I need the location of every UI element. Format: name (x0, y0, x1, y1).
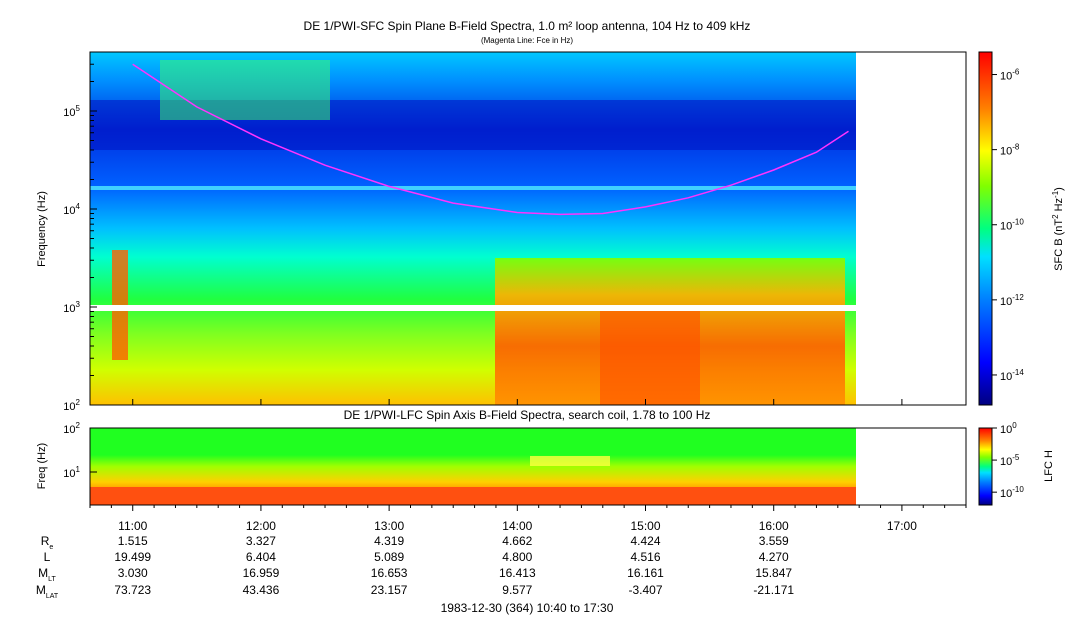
fce-line (132, 63, 849, 216)
lfc-bright-patch (530, 456, 610, 466)
ephemeris-value: 4.516 (630, 550, 660, 564)
sfc-spectrogram (90, 52, 966, 405)
lfc-title: DE 1/PWI-LFC Spin Axis B-Field Spectra, … (344, 408, 711, 422)
x-tick-label: 13:00 (374, 519, 404, 533)
ephemeris-value: 3.559 (759, 534, 789, 548)
sfc-hiss-region (160, 60, 330, 120)
sfc-no-data (856, 52, 966, 405)
lfc-no-data (856, 428, 966, 505)
x-tick-label: 15:00 (630, 519, 660, 533)
x-tick-label: 17:00 (887, 519, 917, 533)
ephemeris-row-label: MLT (38, 566, 56, 583)
lfc-y-tick-label: 101 (63, 465, 80, 480)
ephemeris-row-label: Re (41, 534, 54, 551)
ephemeris-value: 4.800 (502, 550, 532, 564)
lfc-colorbar-ticks: 100 10-5 10-10 (992, 421, 1024, 500)
sfc-subtitle: (Magenta Line: Fce in Hz) (481, 36, 573, 45)
lfc-y-axis: 101 102 (63, 421, 97, 480)
sfc-y-label: Frequency (Hz) (36, 191, 48, 267)
ephemeris-value: 16.161 (627, 566, 664, 580)
ephemeris-value: 23.157 (371, 583, 408, 597)
x-tick-label: 14:00 (502, 519, 532, 533)
sfc-y-tick-label: 103 (63, 300, 80, 315)
sfc-data-gap (90, 305, 856, 311)
sfc-burst-core (600, 310, 700, 405)
x-tick-label: 16:00 (759, 519, 789, 533)
sfc-line-band (90, 186, 856, 190)
ephemeris-value: 19.499 (114, 550, 151, 564)
ephemeris-value: 4.319 (374, 534, 404, 548)
sfc-y-tick-label: 102 (63, 398, 80, 413)
sfc-colorbar-ticks: 10-6 10-8 10-10 10-12 10-14 (992, 68, 1024, 383)
lfc-y-label: Freq (Hz) (36, 443, 48, 489)
ephemeris-value: 43.436 (243, 583, 280, 597)
ephemeris-value: 4.662 (502, 534, 532, 548)
ephemeris-value: 16.653 (371, 566, 408, 580)
time-axis: 11:00 12:00 13:00 14:00 15:00 16:00 17:00 (89, 399, 967, 533)
lfc-colorbar-tick-label: 100 (1000, 421, 1017, 436)
ephemeris-value: 1.515 (118, 534, 148, 548)
ephemeris-value: 73.723 (114, 583, 151, 597)
lfc-colorbar-tick-label: 10-10 (1000, 485, 1024, 500)
sfc-frame (89, 51, 967, 406)
ephemeris-value: 16.959 (243, 566, 280, 580)
ephemeris-value: 5.089 (374, 550, 404, 564)
x-tick-label: 11:00 (118, 519, 147, 533)
lfc-bottom-band (90, 487, 856, 505)
sfc-colorbar-label: SFC B (nT2 Hz-1) (1051, 187, 1065, 271)
sfc-y-tick-label: 105 (63, 104, 80, 119)
lfc-colorbar-label: LFC H (1043, 450, 1055, 482)
ephemeris-value: -3.407 (628, 583, 662, 597)
sfc-colorbar-tick-label: 10-8 (1000, 143, 1020, 158)
ephemeris-value: 9.577 (502, 583, 532, 597)
ephemeris-value: 6.404 (246, 550, 276, 564)
sfc-colorbar-tick-label: 10-12 (1000, 293, 1024, 308)
sfc-title: DE 1/PWI-SFC Spin Plane B-Field Spectra,… (304, 19, 751, 33)
ephemeris-row-label: MLAT (36, 583, 59, 600)
ephemeris-value: 16.413 (499, 566, 536, 580)
ephemeris-value: 3.327 (246, 534, 276, 548)
ephemeris-value: -21.171 (753, 583, 794, 597)
lfc-y-tick-label: 102 (63, 421, 80, 436)
ephemeris-table: Re 1.515 3.327 4.319 4.662 4.424 3.559 L 19.499 6… (36, 534, 795, 600)
ephemeris-value: 3.030 (118, 566, 148, 580)
sfc-colorbar (978, 51, 993, 406)
sfc-y-tick-label: 104 (63, 202, 80, 217)
sfc-colorbar-tick-label: 10-14 (1000, 368, 1024, 383)
lfc-frame (89, 427, 967, 506)
lfc-spectrogram (90, 428, 966, 505)
ephemeris-row-label: L (44, 550, 51, 564)
lfc-colorbar-tick-label: 10-5 (1000, 453, 1020, 468)
ephemeris-value: 4.424 (630, 534, 660, 548)
time-range-footer: 1983-12-30 (364) 10:40 to 17:30 (441, 601, 614, 615)
ephemeris-value: 4.270 (759, 550, 789, 564)
x-tick-label: 12:00 (246, 519, 276, 533)
sfc-y-axis: 102 103 104 105 (63, 51, 97, 413)
lfc-colorbar (978, 427, 993, 506)
ephemeris-value: 15.847 (755, 566, 792, 580)
sfc-colorbar-tick-label: 10-10 (1000, 218, 1024, 233)
sfc-colorbar-tick-label: 10-6 (1000, 68, 1020, 83)
